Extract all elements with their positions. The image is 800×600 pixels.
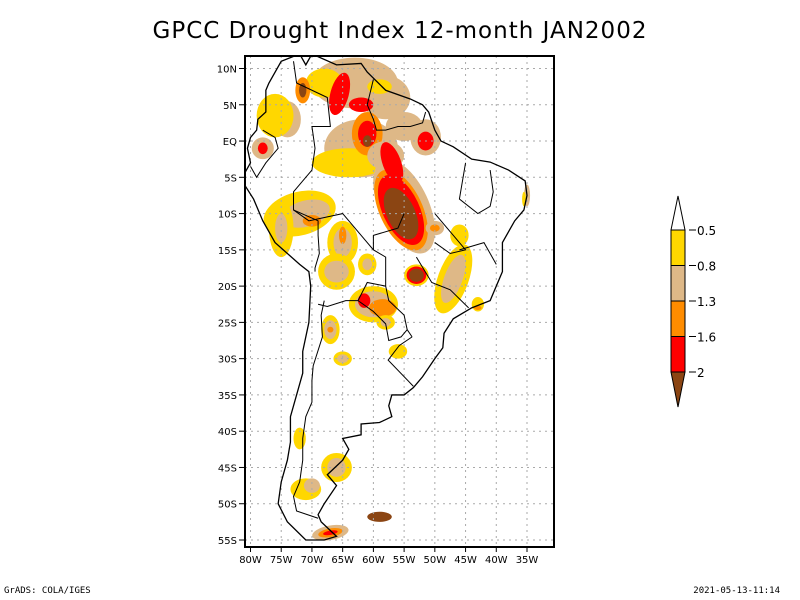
- lon-tick-label: 45W: [454, 555, 477, 566]
- lat-tick-label: 20S: [218, 282, 237, 293]
- lon-tick-label: 75W: [270, 555, 293, 566]
- drought-patch-c5: [409, 268, 424, 282]
- drought-patch-c1: [450, 224, 469, 247]
- lat-tick-label: 35S: [218, 391, 237, 402]
- country-border: [459, 242, 497, 265]
- coastline: [245, 56, 528, 541]
- drought-patch-c4: [358, 120, 377, 147]
- country-border: [317, 281, 386, 307]
- drought-patch-c2: [324, 260, 349, 283]
- lon-tick-label: 65W: [331, 555, 354, 566]
- lon-tick-label: 70W: [301, 555, 324, 566]
- drought-patch-c2: [303, 478, 320, 493]
- lon-tick-label: 55W: [393, 555, 416, 566]
- lat-tick-label: EQ: [223, 137, 237, 148]
- lat-tick-label: 10S: [218, 210, 237, 221]
- legend-arrow-top: [670, 195, 686, 231]
- country-border: [387, 336, 414, 387]
- country-border: [292, 300, 325, 519]
- drought-patch-c5: [362, 135, 372, 147]
- drought-patch-c3: [302, 215, 322, 227]
- country-border: [293, 209, 413, 338]
- drought-patch-c2: [362, 258, 373, 271]
- drought-patch-c5: [367, 511, 392, 522]
- plot-frame: [244, 55, 555, 548]
- lon-tick-label: 80W: [239, 555, 262, 566]
- lat-tick-label: 40S: [218, 427, 237, 438]
- lon-tick-label: 50W: [424, 555, 447, 566]
- grads-credit: GrADS: COLA/IGES: [4, 586, 91, 596]
- country-border: [372, 213, 405, 250]
- lat-tick-label: 50S: [218, 500, 237, 511]
- lat-tick-label: 55S: [218, 536, 237, 547]
- lat-tick-label: 15S: [218, 246, 237, 257]
- drought-patch-c3: [429, 224, 440, 232]
- lat-tick-label: 5N: [223, 101, 237, 112]
- country-border: [415, 256, 469, 309]
- legend-label: 0.5: [697, 224, 716, 238]
- drought-patch-c3: [369, 299, 397, 317]
- lon-tick-label: 35W: [516, 555, 539, 566]
- color-legend: 0.5 0.8 1.3 1.6 2: [670, 195, 716, 408]
- drought-patch-c2: [441, 254, 466, 303]
- legend-arrow-bottom: [670, 371, 686, 408]
- axis-ticks: 10N 5N EQ 5S 10S 15S 20S 25S 30S 35S 40S 45S 50S 55S8…: [217, 65, 539, 567]
- legend-swatch-c3: [670, 300, 686, 337]
- drought-fill-layer: [251, 57, 531, 541]
- legend-label: 2: [697, 366, 705, 380]
- lon-tick-label: 60W: [362, 555, 385, 566]
- drought-patch-c3: [338, 226, 347, 245]
- drought-patch-c4: [257, 142, 268, 155]
- country-border: [357, 300, 408, 342]
- legend-swatch-c2: [670, 265, 686, 302]
- drought-patch-c2: [380, 318, 391, 327]
- map-title: GPCC Drought Index 12-month JAN2002: [152, 18, 648, 44]
- lat-tick-label: 10N: [217, 65, 237, 76]
- drought-patch-c4: [348, 97, 374, 113]
- drought-patch-c4: [380, 142, 404, 184]
- coastline-layer: [245, 56, 528, 541]
- country-border: [458, 162, 494, 215]
- country-border: [293, 61, 331, 272]
- drought-patch-c2: [275, 213, 288, 243]
- drought-patch-c3: [327, 326, 334, 333]
- legend-label: 1.3: [697, 295, 716, 309]
- legend-label: 0.8: [697, 260, 716, 274]
- drought-patch-c4: [329, 72, 351, 116]
- legend-label: 1.6: [697, 331, 716, 345]
- grid-lines: [245, 56, 554, 547]
- country-border: [366, 79, 427, 131]
- legend-swatch-c4: [670, 336, 686, 373]
- country-border: [250, 129, 279, 179]
- lat-tick-label: 30S: [218, 355, 237, 366]
- lon-tick-label: 40W: [485, 555, 508, 566]
- lat-tick-label: 25S: [218, 318, 237, 329]
- legend-swatch-c1: [670, 229, 686, 266]
- drought-patch-c4: [358, 293, 371, 308]
- drought-patch-c1: [388, 344, 408, 359]
- lat-tick-label: 45S: [218, 463, 237, 474]
- country-border: [434, 213, 467, 255]
- timestamp: 2021-05-13-11:14: [693, 586, 780, 596]
- lat-tick-label: 5S: [224, 173, 237, 184]
